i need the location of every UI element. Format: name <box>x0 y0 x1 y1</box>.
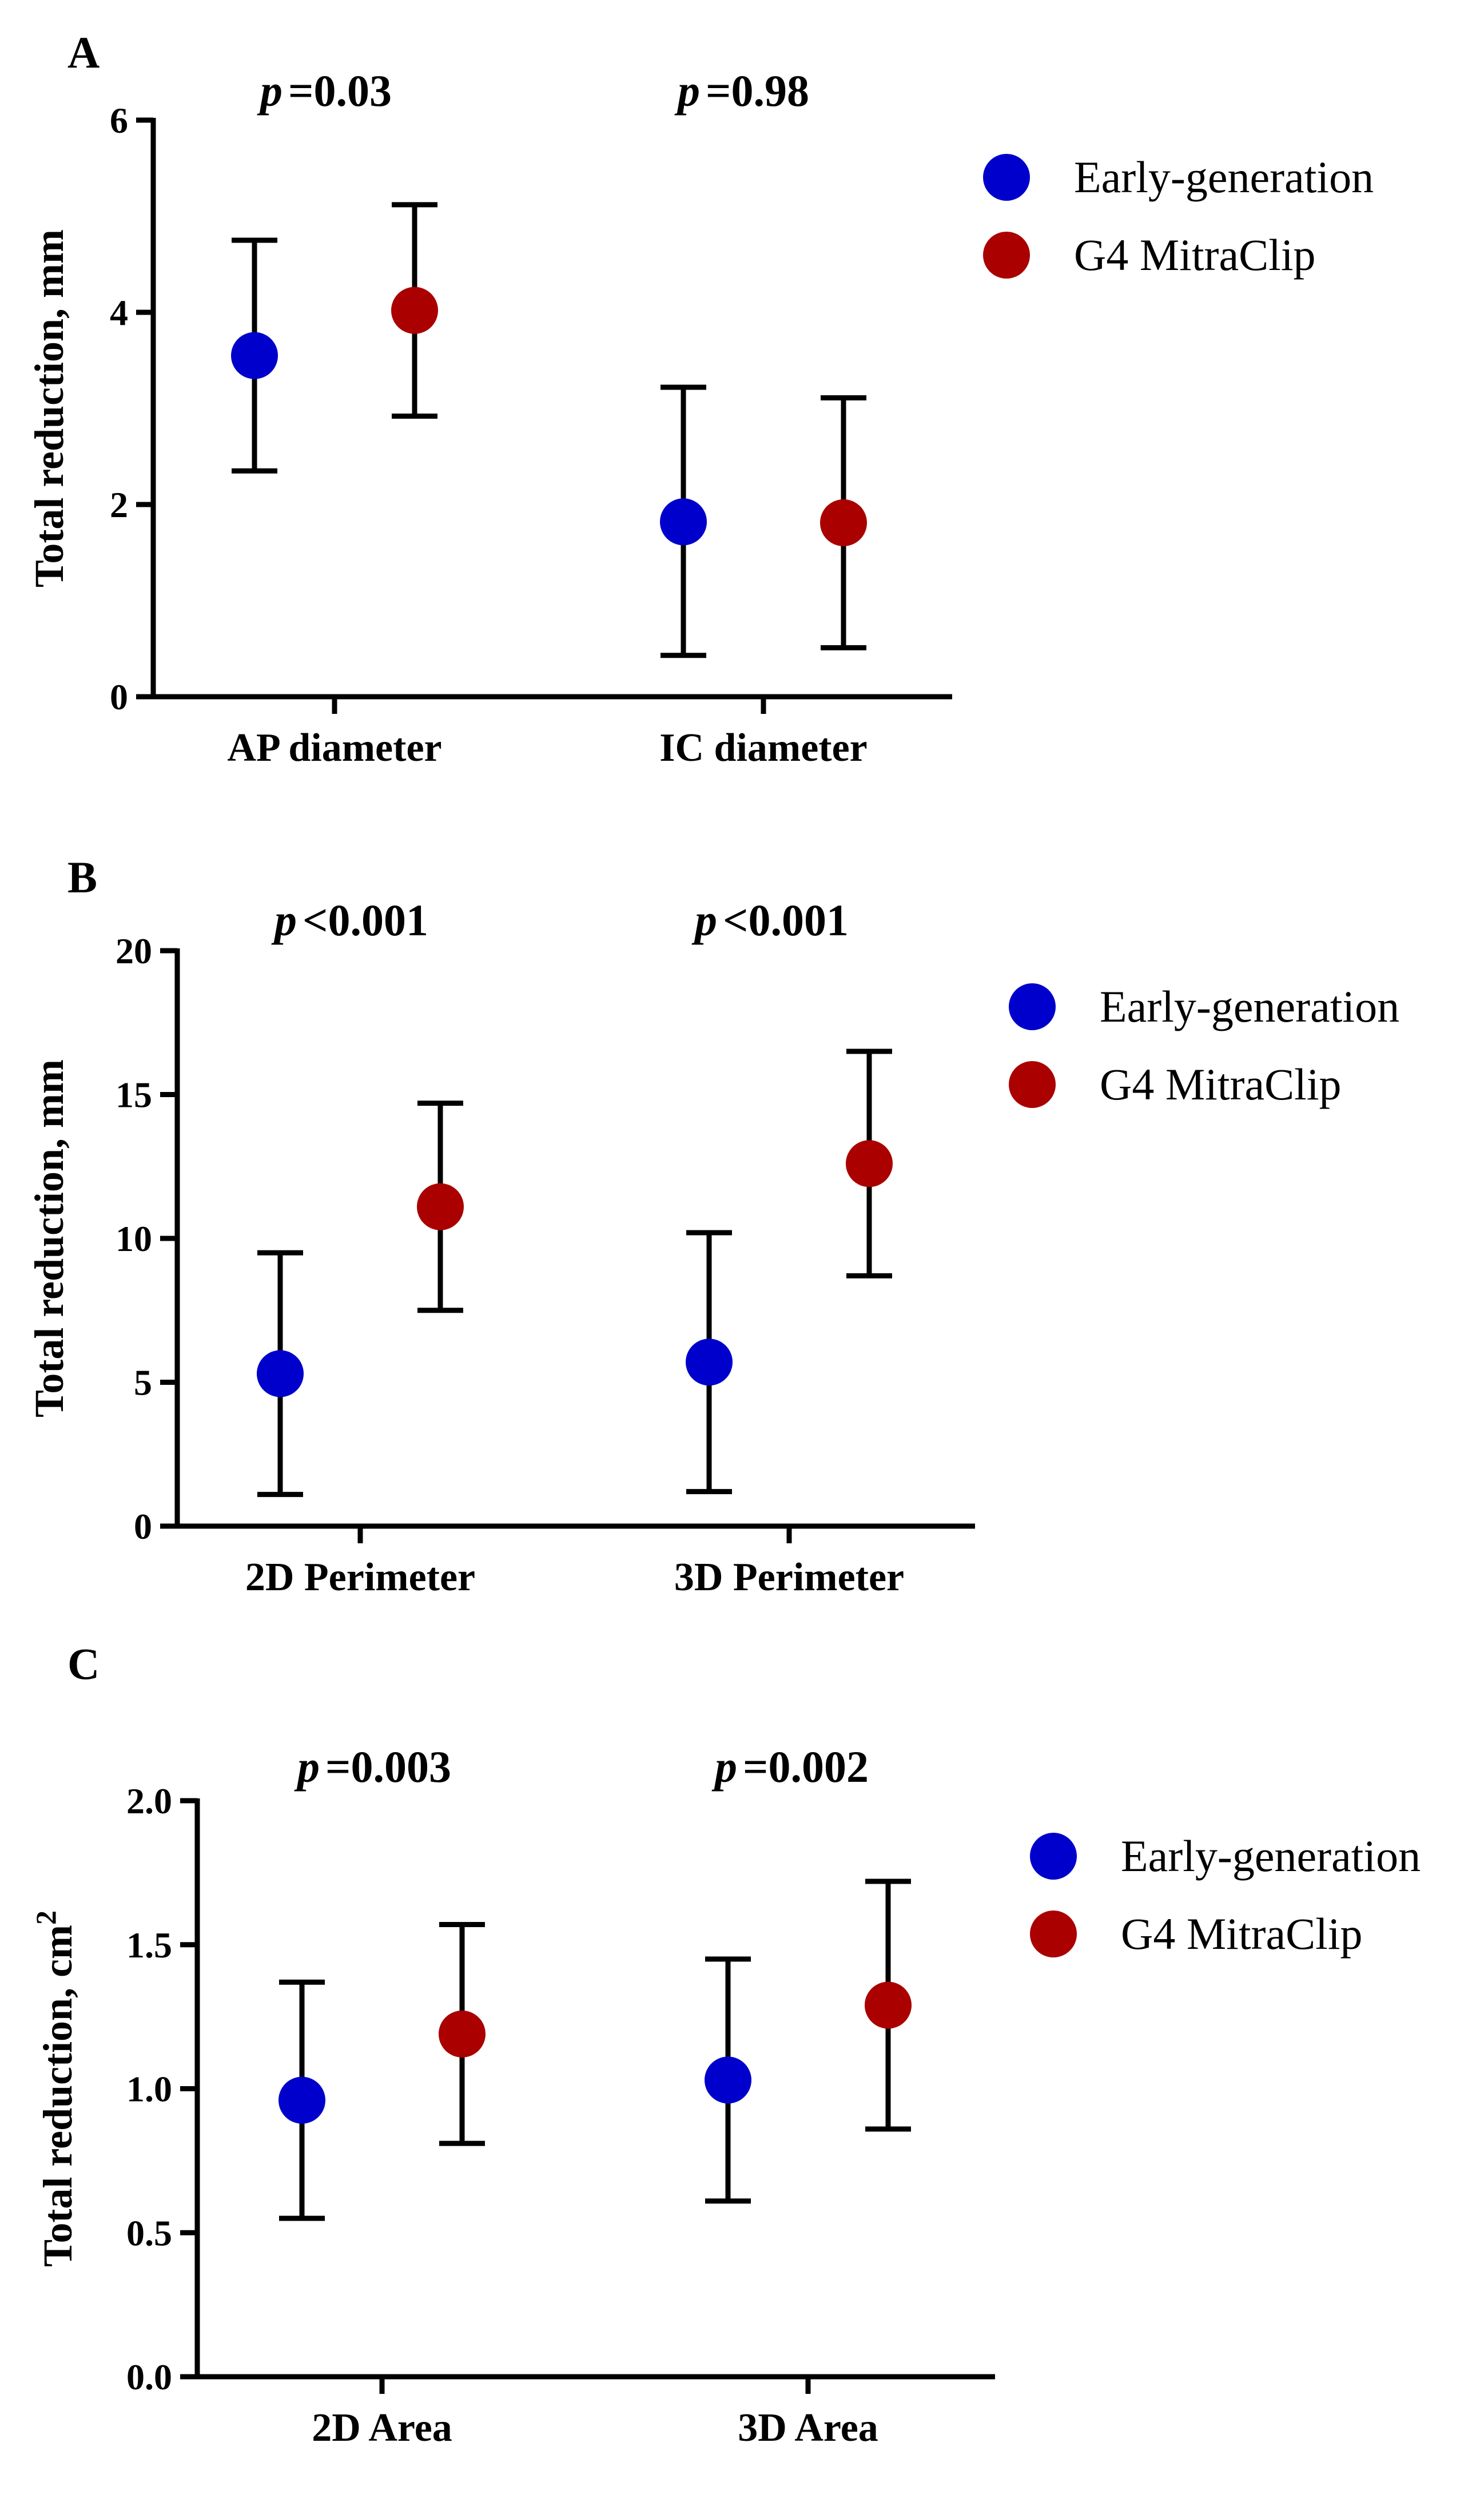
data-point <box>417 1183 464 1230</box>
data-point <box>279 2076 325 2124</box>
legend: Early-generation G4 MitraClip <box>983 152 1374 280</box>
y-tick-label: 0 <box>110 677 128 717</box>
x-category-label: IC diameter <box>659 726 868 770</box>
data-point <box>705 2056 751 2104</box>
y-axis-title-superscript: 2 <box>30 1911 62 1925</box>
legend-label: G4 MitraClip <box>1100 1059 1342 1109</box>
x-category-label: 2D Area <box>312 2406 452 2450</box>
y-tick-label: 0.5 <box>126 2213 172 2253</box>
x-category-label: 3D Area <box>738 2406 878 2450</box>
data-point <box>686 1339 733 1386</box>
x-category-label: 3D Perimeter <box>674 1555 904 1599</box>
p-value-annotation: p =0.98 <box>674 66 809 116</box>
legend-marker <box>1030 1911 1077 1957</box>
data-point <box>439 2010 486 2058</box>
p-value-annotation: p <0.001 <box>271 895 428 945</box>
y-tick-label: 2 <box>110 484 128 525</box>
panel-a: A 0 2 4 6 AP diameter IC diameter Total reducti… <box>26 27 1374 770</box>
p-value-annotation: p =0.002 <box>711 1742 869 1792</box>
y-tick-label: 6 <box>110 100 128 141</box>
y-tick-label: 2.0 <box>126 1781 172 1821</box>
p-symbol: p <box>711 1742 737 1792</box>
y-axis-title: Total reduction, cm2 <box>30 1911 81 2267</box>
legend-marker <box>1009 983 1056 1030</box>
p-value-annotation: p <0.001 <box>691 895 849 945</box>
p-symbol: p <box>294 1742 320 1792</box>
y-axis-title-text: Total reduction, mm <box>26 1059 72 1417</box>
legend-label: G4 MitraClip <box>1121 1909 1363 1959</box>
p-value: =0.03 <box>288 66 392 116</box>
y-tick-label: 15 <box>116 1075 152 1115</box>
legend-marker <box>983 154 1030 201</box>
p-symbol: p <box>691 895 717 945</box>
y-axis-title-text: Total reduction, cm <box>35 1925 81 2267</box>
p-symbol: p <box>271 895 297 945</box>
data-point <box>257 1350 304 1397</box>
p-value: =0.003 <box>325 1742 451 1792</box>
y-axis-title: Total reduction, mm <box>26 1059 72 1417</box>
p-value: <0.001 <box>723 895 849 945</box>
data-point <box>660 498 707 546</box>
y-tick-label: 20 <box>116 931 152 971</box>
p-value: <0.001 <box>303 895 428 945</box>
data-point <box>865 1981 912 2029</box>
legend-marker <box>983 232 1030 279</box>
x-category-label: AP diameter <box>227 726 441 770</box>
legend: Early-generation G4 MitraClip <box>1009 982 1399 1109</box>
x-category-label: 2D Perimeter <box>245 1555 475 1599</box>
legend-label: Early-generation <box>1100 982 1399 1031</box>
data-point <box>846 1140 893 1188</box>
y-tick-label: 1.0 <box>126 2069 172 2110</box>
legend-marker <box>1009 1061 1056 1108</box>
data-point <box>820 499 867 546</box>
p-value: =0.98 <box>706 66 809 116</box>
p-value-annotation: p =0.003 <box>294 1742 451 1792</box>
y-axis-title-text: Total reduction, mm <box>26 229 72 587</box>
y-tick-label: 4 <box>110 292 128 333</box>
legend-label: Early-generation <box>1074 152 1374 202</box>
p-value: =0.002 <box>743 1742 869 1792</box>
panel-b: B 0 5 10 15 20 2D Perimeter 3D Perimeter Total r… <box>26 852 1399 1599</box>
data-point <box>391 287 438 334</box>
legend-marker <box>1030 1833 1077 1880</box>
legend-label: G4 MitraClip <box>1074 230 1316 280</box>
panel-label: B <box>67 852 97 902</box>
y-tick-label: 0.0 <box>126 2357 172 2397</box>
y-tick-label: 10 <box>116 1218 152 1259</box>
panel-label: A <box>67 27 100 77</box>
y-tick-label: 5 <box>134 1363 152 1403</box>
data-point <box>231 332 278 379</box>
y-tick-label: 0 <box>134 1506 152 1547</box>
legend-label: Early-generation <box>1121 1831 1421 1881</box>
panel-c: C 0.0 0.5 1.0 1.5 2.0 2D Area 3D Area Total redu… <box>30 1639 1421 2450</box>
y-tick-label: 1.5 <box>126 1925 172 1965</box>
p-value-annotation: p =0.03 <box>257 66 392 116</box>
p-symbol: p <box>257 66 283 116</box>
y-axis-title: Total reduction, mm <box>26 229 72 587</box>
panel-label: C <box>67 1639 100 1689</box>
legend: Early-generation G4 MitraClip <box>1030 1831 1421 1959</box>
p-symbol: p <box>674 66 700 116</box>
